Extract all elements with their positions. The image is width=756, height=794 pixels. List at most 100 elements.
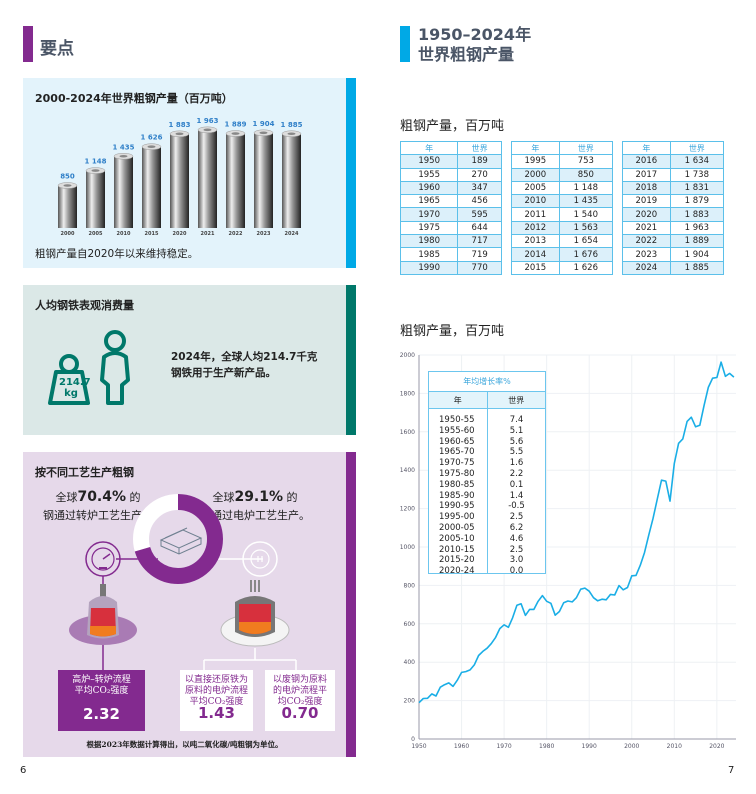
table-row: 2005 1 148 (511, 180, 614, 196)
year-cell: 2022 (622, 234, 671, 249)
inset-header: 年 (429, 392, 488, 408)
bar-category-label: 2023 (257, 231, 271, 237)
value-cell: 1 889 (669, 234, 725, 249)
year-cell: 1975 (399, 220, 459, 236)
period-cell: 2020-24 (439, 566, 475, 577)
value-cell: 1 634 (669, 154, 725, 169)
eaf-text-pre: 全球 (212, 491, 235, 504)
page-title: 要点 (40, 39, 74, 59)
process-panel: 按不同工艺生产粗钢 全球70.4% 的 钢通过转炉工艺生产。 全球29.1% 的… (23, 452, 356, 757)
period-cell: 2015-20 (439, 555, 475, 566)
value-cell: 189 (457, 154, 502, 169)
value-cell: 1 626 (558, 260, 614, 275)
value-cell: 1 148 (558, 180, 614, 196)
table-row: 1970 595 (399, 207, 502, 222)
value-cell: 850 (558, 167, 614, 182)
year-cell: 2014 (511, 247, 560, 262)
steel-slab-icon (159, 527, 203, 555)
year-cell: 1990 (399, 260, 459, 275)
bof-percent: 70.4% (77, 489, 127, 505)
table-header: 年 (622, 140, 671, 156)
box-line: 均CO₂强度 (277, 697, 323, 707)
plug-icon (242, 541, 278, 577)
rate-cell: 5.1 (509, 425, 524, 436)
x-tick-label: 1980 (539, 743, 554, 750)
rate-cell: 7.4 (509, 415, 524, 425)
weight-unit: kg (64, 388, 78, 399)
bar (142, 146, 161, 228)
bar (114, 156, 133, 228)
period-cell: 2010-15 (439, 544, 475, 555)
period-cell: 1985-90 (439, 490, 475, 501)
value-cell: 1 676 (558, 247, 614, 262)
chart-label: 粗钢产量，百万吨 (400, 324, 505, 339)
table-row: 2016 1 634 (622, 154, 725, 169)
dri-eaf-co2-box: 以直接还原铁为 原料的电炉流程 平均CO₂强度 1.43 (180, 670, 253, 731)
table-header: 世界 (558, 140, 614, 156)
page-number-left: 6 (20, 765, 27, 776)
period-cell: 1980-85 (439, 479, 475, 490)
page-number-right: 7 (728, 765, 735, 776)
y-tick-label: 200 (404, 698, 416, 705)
period-cell: 2005-10 (439, 533, 475, 544)
table-header: 年 (511, 140, 560, 156)
growth-rate-table: 年均增长率% 年世界 1950-55 1955-60 1960-65 1965-70 1… (428, 371, 546, 577)
bar-hole (203, 128, 212, 132)
x-tick-label: 1950 (411, 743, 426, 750)
rate-cell: 5.6 (509, 436, 524, 447)
year-cell: 2024 (622, 260, 671, 275)
gauge-icon (85, 541, 121, 577)
box-line: 原料的电炉流程 (184, 686, 248, 696)
value-cell: 595 (457, 207, 502, 222)
value-cell: 1 540 (558, 207, 614, 222)
table-header: 年 (399, 140, 459, 156)
box-line: 的电炉流程平 (272, 686, 327, 696)
value-cell: 1 883 (669, 207, 725, 222)
production-series-line (418, 361, 735, 704)
blast-furnace-illustration (69, 584, 137, 670)
production-table: 年世界 1950 189 1955 270 1960 347 1965 456 1970 595 19… (399, 140, 502, 275)
box-value: 0.70 (281, 704, 319, 722)
x-tick-label: 2000 (624, 743, 639, 750)
bar-value-label: 850 (60, 173, 75, 181)
box-value: 2.32 (82, 705, 120, 723)
value-cell: 270 (457, 167, 502, 182)
bar-hole (175, 132, 184, 136)
y-tick-label: 800 (404, 582, 416, 589)
panel-title: 按不同工艺生产粗钢 (35, 466, 134, 479)
bof-text-pre: 全球 (55, 491, 78, 504)
table-row: 2013 1 654 (511, 234, 614, 249)
table-row: 2014 1 676 (511, 247, 614, 262)
x-tick-label: 1970 (496, 743, 511, 750)
table-row: 1960 347 (399, 180, 502, 196)
bar-category-label: 2020 (173, 231, 187, 237)
year-cell: 2012 (511, 220, 560, 236)
bar-hole (259, 131, 268, 135)
electric-arc-furnace-illustration (203, 580, 297, 670)
bar-value-label: 1 963 (197, 117, 219, 125)
year-cell: 1960 (399, 180, 459, 196)
bof-co2-box: 高炉–转炉流程 平均CO₂强度 2.32 (58, 670, 145, 731)
value-cell: 1 435 (558, 194, 614, 209)
box-line: 平均CO₂强度 (74, 686, 129, 696)
table-row: 2019 1 879 (622, 194, 725, 209)
table-row: 2015 1 626 (511, 260, 614, 275)
year-cell: 2023 (622, 247, 671, 262)
page-title-line2: 世界粗钢产量 (418, 45, 515, 64)
panel-accent-bar (346, 78, 356, 268)
box-line: 高炉–转炉流程 (72, 675, 131, 685)
production-table: 年世界 1995 753 2000 850 2005 1 148 2010 1 435 2011 1… (511, 140, 614, 275)
year-cell: 1965 (399, 194, 459, 209)
bar-value-label: 1 889 (225, 121, 247, 129)
value-cell: 770 (457, 260, 502, 275)
table-row: 2000 850 (511, 167, 614, 182)
bar-category-label: 2005 (89, 231, 103, 237)
year-cell: 1955 (399, 167, 459, 182)
bar (282, 133, 301, 228)
consumption-text-1: 2024年，全球人均214.7千克 (171, 351, 318, 363)
y-tick-label: 2000 (400, 352, 415, 359)
rate-cell: -0.5 (508, 501, 525, 512)
bar-category-label: 2022 (229, 231, 243, 237)
bar (86, 170, 105, 228)
box-line: 以直接还原铁为 (184, 675, 248, 685)
